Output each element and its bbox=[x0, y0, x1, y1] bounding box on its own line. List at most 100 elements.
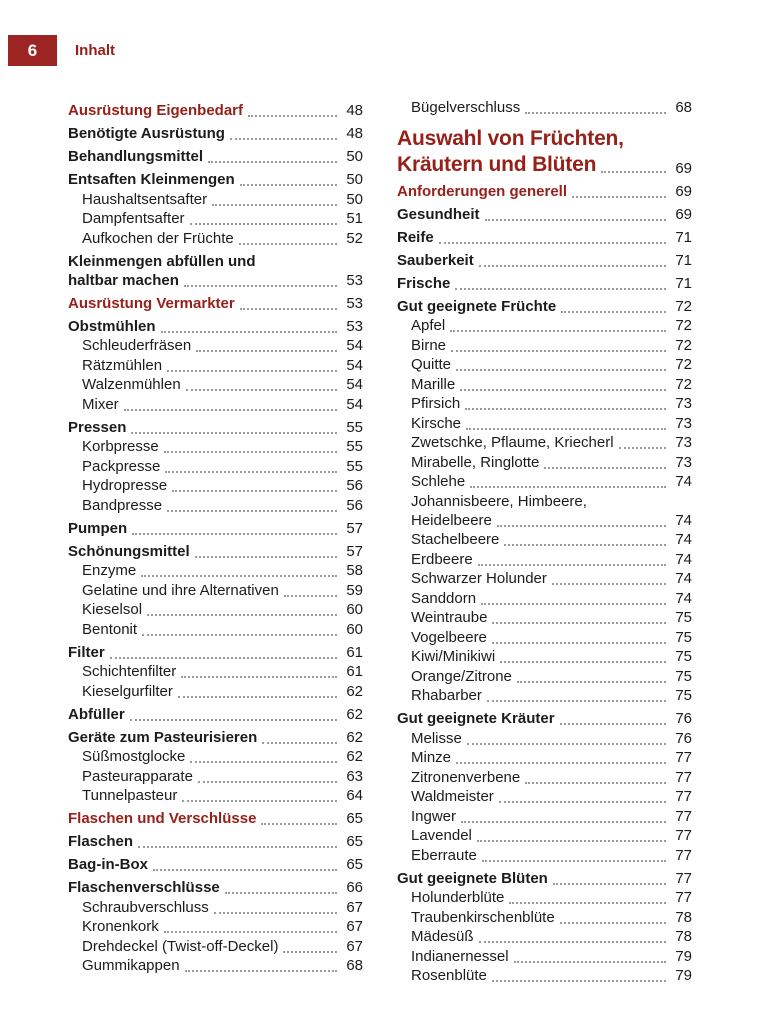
page-ref-number: 51 bbox=[346, 210, 363, 227]
toc-entry[interactable]: Minze 77 bbox=[397, 748, 692, 767]
toc-entry[interactable]: Waldmeister 77 bbox=[397, 787, 692, 806]
toc-entry-label: Ingwer bbox=[411, 807, 457, 825]
toc-entry[interactable]: Ausrüstung Eigenbedarf 48 bbox=[68, 101, 363, 120]
toc-entry[interactable]: Kirsche 73 bbox=[397, 414, 692, 433]
toc-entry[interactable]: Gut geeignete Blüten 77 bbox=[397, 869, 692, 888]
toc-entry[interactable]: Stachelbeere 74 bbox=[397, 530, 692, 549]
toc-entry[interactable]: Melisse 76 bbox=[397, 729, 692, 748]
toc-entry[interactable]: Schleuderfräsen 54 bbox=[68, 336, 363, 355]
toc-entry[interactable]: Tunnelpasteur 64 bbox=[68, 786, 363, 805]
toc-entry[interactable]: Lavendel 77 bbox=[397, 826, 692, 845]
toc-entry[interactable]: Gut geeignete Kräuter 76 bbox=[397, 709, 692, 728]
toc-entry[interactable]: Kiwi/Minikiwi 75 bbox=[397, 647, 692, 666]
toc-entry[interactable]: Drehdeckel (Twist-off-Deckel) 67 bbox=[68, 937, 363, 956]
toc-entry[interactable]: Reife 71 bbox=[397, 228, 692, 247]
toc-entry[interactable]: Sanddorn 74 bbox=[397, 589, 692, 608]
page-ref-number: 76 bbox=[675, 729, 692, 747]
toc-entry[interactable]: Bügelverschluss 68 bbox=[397, 98, 692, 117]
toc-entry[interactable]: Indianernessel 79 bbox=[397, 947, 692, 966]
toc-entry[interactable]: Pfirsich 73 bbox=[397, 394, 692, 413]
toc-entry[interactable]: Rätzmühlen 54 bbox=[68, 356, 363, 375]
toc-entry[interactable]: Quitte 72 bbox=[397, 355, 692, 374]
toc-entry[interactable]: Schichtenfilter 61 bbox=[68, 662, 363, 681]
toc-entry-line: Pumpen 57 bbox=[68, 519, 363, 538]
toc-entry[interactable]: Bandpresse 56 bbox=[68, 496, 363, 515]
toc-entry[interactable]: Weintraube 75 bbox=[397, 608, 692, 627]
toc-entry[interactable]: Flaschen 65 bbox=[68, 832, 363, 851]
toc-entry[interactable]: Enzyme 58 bbox=[68, 561, 363, 580]
toc-entry-line: Kieselgurfilter 62 bbox=[82, 682, 363, 701]
toc-entry[interactable]: Holunderblüte 77 bbox=[397, 888, 692, 907]
toc-entry[interactable]: Pasteurapparate 63 bbox=[68, 767, 363, 786]
toc-entry[interactable]: Pumpen 57 bbox=[68, 519, 363, 538]
toc-entry[interactable]: Gelatine und ihre Alternativen 59 bbox=[68, 581, 363, 600]
toc-entry[interactable]: Traubenkirschenblüte 78 bbox=[397, 908, 692, 927]
toc-entry[interactable]: Erdbeere 74 bbox=[397, 550, 692, 569]
toc-entry[interactable]: Entsaften Kleinmengen 50 bbox=[68, 170, 363, 189]
toc-entry[interactable]: Eberraute 77 bbox=[397, 846, 692, 865]
toc-entry[interactable]: Kleinmengen abfüllen und haltbar machen 53 bbox=[68, 252, 363, 290]
toc-entry-line: Heidelbeere 74 bbox=[411, 511, 692, 530]
page-ref-number: 64 bbox=[346, 787, 363, 804]
toc-entry[interactable]: Walzenmühlen 54 bbox=[68, 375, 363, 394]
toc-entry-line: Gelatine und ihre Alternativen 59 bbox=[82, 581, 363, 600]
toc-entry[interactable]: Mädesüß 78 bbox=[397, 927, 692, 946]
toc-entry[interactable]: Hydropresse 56 bbox=[68, 476, 363, 495]
toc-entry[interactable]: Gesundheit 69 bbox=[397, 205, 692, 224]
toc-entry[interactable]: Haushaltsentsafter 50 bbox=[68, 190, 363, 209]
toc-entry[interactable]: Packpresse 55 bbox=[68, 457, 363, 476]
toc-entry[interactable]: Pressen 55 bbox=[68, 418, 363, 437]
toc-entry[interactable]: Anforderungen generell 69 bbox=[397, 182, 692, 201]
toc-entry[interactable]: Geräte zum Pasteurisieren 62 bbox=[68, 728, 363, 747]
toc-entry[interactable]: Gut geeignete Früchte 72 bbox=[397, 297, 692, 316]
toc-entry[interactable]: Obstmühlen 53 bbox=[68, 317, 363, 336]
toc-entry[interactable]: Apfel 72 bbox=[397, 316, 692, 335]
toc-entry[interactable]: Schönungsmittel 57 bbox=[68, 542, 363, 561]
page-ref-number: 76 bbox=[675, 710, 692, 727]
toc-entry[interactable]: Rhabarber 75 bbox=[397, 686, 692, 705]
toc-entry[interactable]: Vogelbeere 75 bbox=[397, 628, 692, 647]
toc-entry[interactable]: Flaschen und Verschlüsse 65 bbox=[68, 809, 363, 828]
page-ref-number: 74 bbox=[675, 589, 692, 607]
toc-entry[interactable]: Flaschenverschlüsse 66 bbox=[68, 878, 363, 897]
toc-entry[interactable]: Zwetschke, Pflaume, Kriecherl 73 bbox=[397, 433, 692, 452]
toc-entry[interactable]: Schraubverschluss 67 bbox=[68, 898, 363, 917]
toc-entry[interactable]: Kieselsol 60 bbox=[68, 600, 363, 619]
toc-entry[interactable]: Süßmostglocke 62 bbox=[68, 747, 363, 766]
toc-entry[interactable]: Birne 72 bbox=[397, 336, 692, 355]
toc-entry[interactable]: Abfüller 62 bbox=[68, 705, 363, 724]
toc-entry[interactable]: Behandlungsmittel 50 bbox=[68, 147, 363, 166]
toc-entry[interactable]: Kronenkork 67 bbox=[68, 917, 363, 936]
dotted-leader bbox=[509, 902, 666, 904]
toc-entry[interactable]: Aufkochen der Früchte 52 bbox=[68, 229, 363, 248]
toc-entry[interactable]: Ingwer 77 bbox=[397, 807, 692, 826]
toc-entry[interactable]: Orange/Zitrone 75 bbox=[397, 667, 692, 686]
page-ref-number: 74 bbox=[675, 550, 692, 568]
page-ref-number: 55 bbox=[346, 457, 363, 475]
toc-entry[interactable]: Johannisbeere, Himbeere, Heidelbeere 74 bbox=[397, 492, 692, 530]
toc-entry[interactable]: Kieselgurfilter 62 bbox=[68, 682, 363, 701]
toc-entry[interactable]: Bag-in-Box 65 bbox=[68, 855, 363, 874]
toc-entry[interactable]: Ausrüstung Vermarkter 53 bbox=[68, 294, 363, 313]
toc-entry-line: Gesundheit 69 bbox=[397, 205, 692, 224]
toc-entry[interactable]: Korbpresse 55 bbox=[68, 437, 363, 456]
toc-entry[interactable]: Mirabelle, Ringlotte 73 bbox=[397, 453, 692, 472]
toc-entry[interactable]: Mixer 54 bbox=[68, 395, 363, 414]
page-ref-number: 50 bbox=[346, 171, 363, 188]
toc-entry[interactable]: Schlehe 74 bbox=[397, 472, 692, 491]
toc-entry[interactable]: Rosenblüte 79 bbox=[397, 966, 692, 985]
dotted-leader bbox=[451, 349, 666, 352]
toc-entry[interactable]: Auswahl von Früchten, Kräutern und Blüten… bbox=[397, 126, 692, 178]
page-ref-number: 52 bbox=[346, 229, 363, 247]
toc-entry[interactable]: Gummikappen 68 bbox=[68, 956, 363, 975]
toc-entry[interactable]: Dampfentsafter 51 bbox=[68, 209, 363, 228]
toc-entry[interactable]: Marille 72 bbox=[397, 375, 692, 394]
toc-entry[interactable]: Frische 71 bbox=[397, 274, 692, 293]
toc-entry[interactable]: Zitronenverbene 77 bbox=[397, 768, 692, 787]
toc-entry[interactable]: Filter 61 bbox=[68, 643, 363, 662]
toc-entry[interactable]: Benötigte Ausrüstung 48 bbox=[68, 124, 363, 143]
toc-entry[interactable]: Sauberkeit 71 bbox=[397, 251, 692, 270]
page-ref-number: 75 bbox=[675, 667, 692, 685]
toc-entry[interactable]: Bentonit 60 bbox=[68, 620, 363, 639]
toc-entry[interactable]: Schwarzer Holunder 74 bbox=[397, 569, 692, 588]
